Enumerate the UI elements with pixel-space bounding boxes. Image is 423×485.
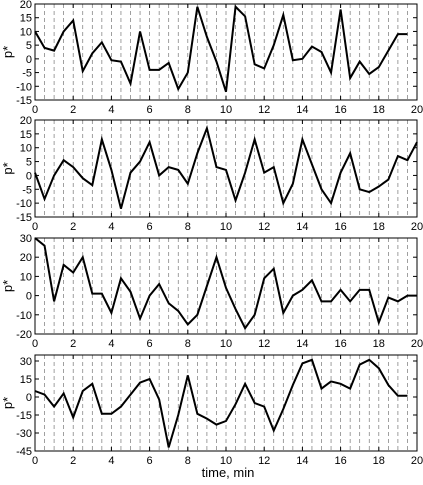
x-tick-label: 18 (373, 455, 385, 467)
x-tick-label: 16 (334, 455, 346, 467)
y-tick-label: 20 (20, 115, 32, 127)
x-tick-label: 2 (70, 221, 76, 233)
x-tick-label: 6 (147, 338, 153, 350)
x-tick-label: 12 (258, 338, 270, 350)
x-tick-label: 18 (373, 221, 385, 233)
series-line (34, 358, 408, 448)
x-axis-title: time, min (202, 465, 255, 480)
x-tick-label: 16 (334, 221, 346, 233)
x-tick-label: 18 (373, 104, 385, 116)
x-tick-label: 10 (220, 104, 232, 116)
x-tick-label: 0 (32, 104, 38, 116)
x-tick-label: 14 (296, 338, 308, 350)
series-line (34, 124, 418, 209)
x-tick-label: 6 (147, 221, 153, 233)
x-tick-label: 12 (258, 104, 270, 116)
x-tick-label: 14 (296, 455, 308, 467)
y-tick-label: -45 (16, 446, 32, 458)
y-tick-label: -10 (16, 81, 32, 93)
x-tick-label: 14 (296, 104, 308, 116)
y-tick-label: -20 (16, 329, 32, 341)
x-tick-label: 10 (220, 455, 232, 467)
x-tick-label: 12 (258, 455, 270, 467)
x-tick-label: 14 (296, 221, 308, 233)
y-tick-label: 20 (20, 0, 32, 11)
y-tick-label: -15 (16, 95, 32, 107)
x-tick-label: 8 (185, 338, 191, 350)
y-tick-label: 30 (20, 356, 32, 368)
x-tick-label: 2 (70, 104, 76, 116)
series-line (34, 237, 417, 331)
y-tick-label: 15 (20, 374, 32, 386)
y-tick-label: 0 (26, 291, 32, 303)
x-tick-label: 16 (334, 104, 346, 116)
y-tick-label: 0 (26, 392, 32, 404)
plot-frame (34, 119, 418, 218)
x-tick-label: 0 (32, 221, 38, 233)
x-tick-label: 0 (32, 338, 38, 350)
y-tick-label: 0 (26, 54, 32, 66)
x-tick-label: 8 (185, 221, 191, 233)
x-tick-label: 2 (70, 338, 76, 350)
y-tick-label: 20 (20, 252, 32, 264)
y-tick-label: 5 (26, 40, 32, 52)
y-tick-label: 15 (20, 129, 32, 141)
plot-frame (34, 237, 418, 335)
x-tick-label: 16 (334, 338, 346, 350)
y-axis-title: p* (0, 280, 15, 292)
y-tick-label: 15 (20, 13, 32, 25)
y-tick-label: 5 (26, 157, 32, 169)
y-tick-label: 30 (20, 233, 32, 245)
x-tick-label: 8 (185, 104, 191, 116)
y-tick-label: 10 (20, 26, 32, 38)
y-tick-label: -5 (22, 68, 32, 80)
x-tick-label: 4 (108, 221, 114, 233)
plot-frame (34, 354, 418, 452)
y-tick-label: -10 (16, 198, 32, 210)
x-tick-label: 20 (411, 221, 423, 233)
y-tick-label: -15 (16, 212, 32, 224)
y-tick-label: -30 (16, 428, 32, 440)
x-tick-label: 6 (147, 455, 153, 467)
x-tick-label: 4 (108, 338, 114, 350)
plot-frame (34, 3, 418, 101)
y-tick-label: 10 (20, 271, 32, 283)
series-line (34, 4, 408, 93)
x-tick-label: 4 (108, 104, 114, 116)
y-tick-label: 0 (26, 170, 32, 182)
x-tick-label: 4 (108, 455, 114, 467)
x-tick-label: 18 (373, 338, 385, 350)
x-tick-label: 10 (220, 221, 232, 233)
y-axis-title: p* (0, 162, 15, 174)
x-tick-label: 0 (32, 455, 38, 467)
x-tick-label: 10 (220, 338, 232, 350)
y-tick-label: 10 (20, 143, 32, 155)
x-tick-label: 20 (411, 338, 423, 350)
y-axis-title: p* (0, 397, 15, 409)
x-tick-label: 8 (185, 455, 191, 467)
x-tick-label: 6 (147, 104, 153, 116)
y-tick-label: -15 (16, 410, 32, 422)
x-tick-label: 20 (411, 455, 423, 467)
x-tick-label: 2 (70, 455, 76, 467)
y-tick-label: -5 (22, 184, 32, 196)
x-tick-label: 20 (411, 104, 423, 116)
y-tick-label: -10 (16, 310, 32, 322)
x-tick-label: 12 (258, 221, 270, 233)
y-axis-title: p* (0, 46, 15, 58)
